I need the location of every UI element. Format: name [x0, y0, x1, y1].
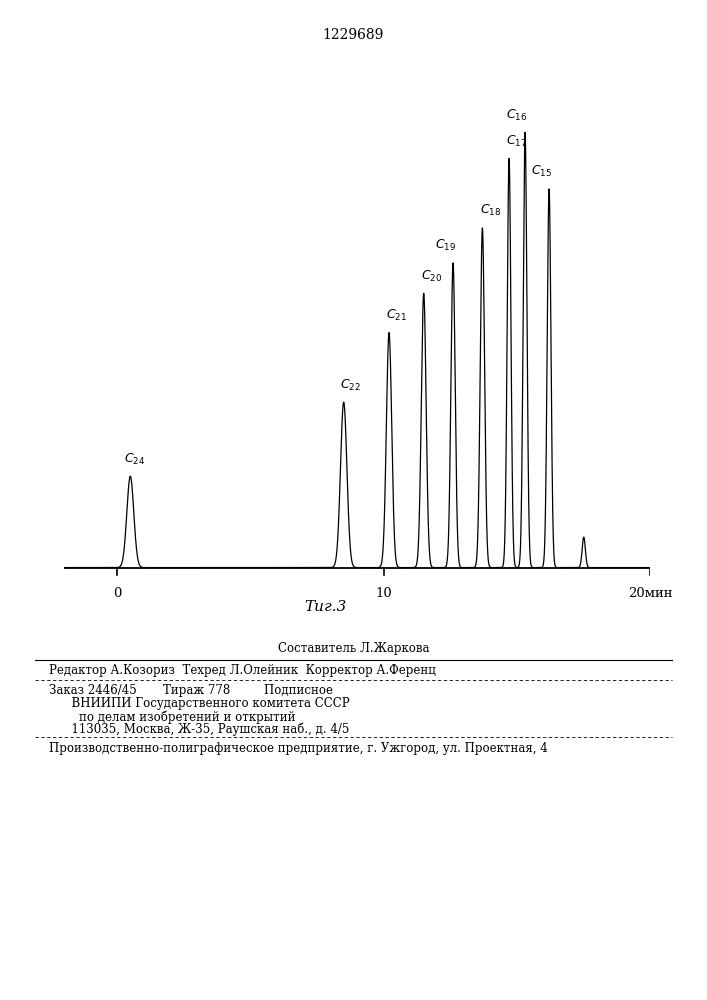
Text: 113035, Москва, Ж-35, Раушская наб., д. 4/5: 113035, Москва, Ж-35, Раушская наб., д. …: [49, 723, 350, 736]
Text: $C_{15}$: $C_{15}$: [531, 164, 551, 179]
Text: Заказ 2446/45       Тираж 778         Подписное: Заказ 2446/45 Тираж 778 Подписное: [49, 684, 334, 697]
Text: Редактор А.Козориз  Техред Л.Олейник  Корректор А.Ференц: Редактор А.Козориз Техред Л.Олейник Корр…: [49, 664, 436, 677]
Text: 10: 10: [375, 587, 392, 600]
Text: $C_{24}$: $C_{24}$: [124, 451, 145, 467]
Text: 20мин: 20мин: [629, 587, 672, 600]
Text: $C_{22}$: $C_{22}$: [339, 377, 361, 393]
Text: 1229689: 1229689: [323, 28, 384, 42]
Text: $C_{18}$: $C_{18}$: [480, 203, 501, 218]
Text: Составитель Л.Жаркова: Составитель Л.Жаркова: [278, 642, 429, 655]
Text: $C_{21}$: $C_{21}$: [386, 308, 407, 323]
Text: ВНИИПИ Государственного комитета СССР: ВНИИПИ Государственного комитета СССР: [49, 697, 350, 710]
Text: $C_{17}$: $C_{17}$: [506, 134, 527, 149]
Text: Производственно-полиграфическое предприятие, г. Ужгород, ул. Проектная, 4: Производственно-полиграфическое предприя…: [49, 742, 548, 755]
Text: $C_{20}$: $C_{20}$: [421, 269, 443, 284]
Text: 0: 0: [113, 587, 121, 600]
Text: $C_{19}$: $C_{19}$: [435, 238, 456, 253]
Text: по делам изобретений и открытий: по делам изобретений и открытий: [49, 710, 296, 724]
Text: $C_{16}$: $C_{16}$: [506, 108, 527, 123]
Text: Τиг.3: Τиг.3: [304, 600, 346, 614]
